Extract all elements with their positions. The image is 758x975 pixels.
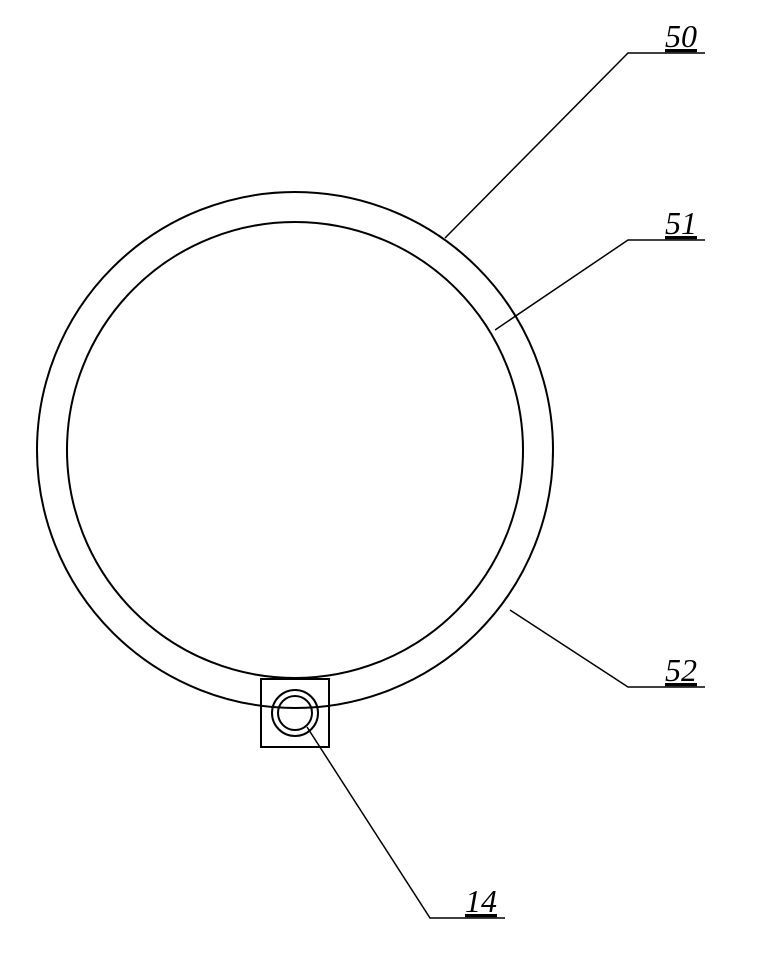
label-14: 14 xyxy=(465,883,497,919)
inner-ring xyxy=(67,222,523,678)
outer-ring xyxy=(37,192,553,708)
label-52: 52 xyxy=(665,652,697,688)
label-50: 50 xyxy=(665,18,697,54)
leader-51 xyxy=(495,240,705,330)
label-51: 51 xyxy=(665,205,697,241)
connector-inner-circle xyxy=(278,696,312,730)
